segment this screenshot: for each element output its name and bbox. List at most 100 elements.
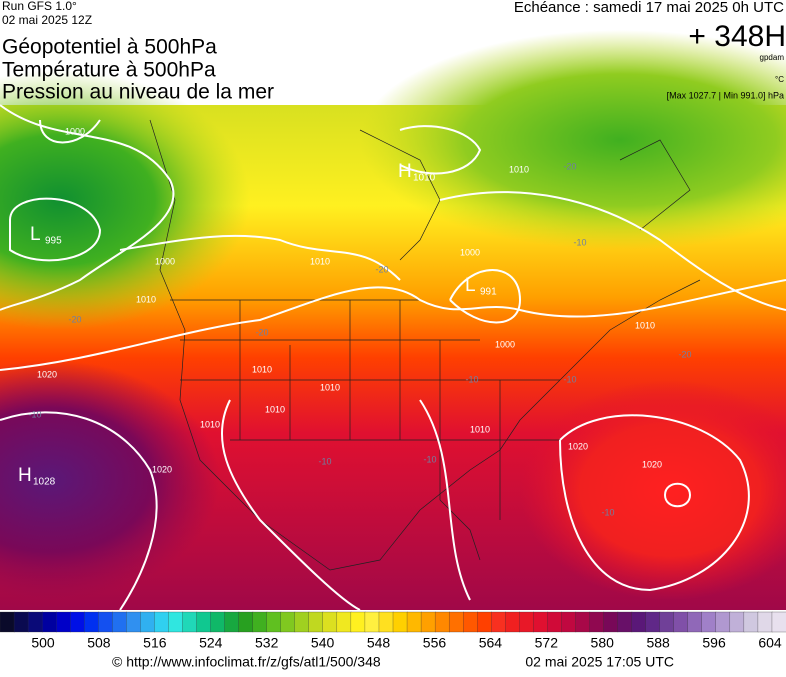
colorbar-tick-label: 500 [31,635,55,651]
colorbar-swatch [463,611,478,633]
colorbar-swatch [336,611,352,633]
colorbar-tick-label: 580 [591,635,615,651]
colorbar-swatch [98,611,113,633]
colorbar-swatch [364,611,380,633]
geo-unit: gpdam [760,53,785,62]
center-letter: H [398,161,412,182]
colorbar-swatch [406,611,422,633]
title-line: Pression au niveau de la mer [2,81,274,104]
colorbar-swatch [743,611,759,633]
isobar-label: 1010 [320,382,340,392]
colorbar-swatch [182,611,198,633]
colorbar-tick-label: 508 [87,635,111,651]
temp-label: -10 [573,237,586,247]
map [0,30,786,611]
isobar-label: 1010 [470,424,490,434]
colorbar-swatch [687,611,703,633]
colorbar-swatch [575,611,591,633]
colorbar-swatch [434,611,450,633]
temp-label: -20 [255,327,268,337]
colorbar-swatch [491,611,506,633]
colorbar-swatch [266,611,282,633]
isobar-label: 1020 [568,441,588,451]
colorbar-swatch [252,611,268,633]
valid-time: Echéance : samedi 17 mai 2025 0h UTC [514,0,784,16]
isobar-label: 1010 [136,294,156,304]
colorbar-swatch [519,611,535,633]
temp-label: -20 [68,314,81,324]
colorbar-tick-label: 516 [143,635,167,651]
isobar-label: 1020 [642,459,662,469]
colorbar-swatch [448,611,464,633]
center-value: 1028 [33,477,56,488]
isobar-label: 1020 [152,464,172,474]
colorbar-swatch [603,611,619,633]
generated-time: 02 mai 2025 17:05 UTC [525,654,674,670]
run-date: 02 mai 2025 12Z [2,13,92,27]
colorbar-swatch [715,611,731,633]
colorbar-swatch [168,611,184,633]
colorbar-swatch [645,611,661,633]
center-letter: L [465,275,476,296]
colorbar-swatch [154,611,170,633]
colorbar-tick-label: 588 [646,635,670,651]
colorbar-swatch [322,611,338,633]
colorbar-tick-label: 548 [367,635,391,651]
isobar-label: 1020 [37,369,57,379]
colorbar-swatch [27,611,43,633]
colorbar-swatch [70,611,85,633]
colorbar-swatch [589,611,605,633]
source-url: © http://www.infoclimat.fr/z/gfs/atl1/50… [112,654,381,670]
isobar-label: 1010 [200,419,220,429]
colorbar-swatch [757,611,773,633]
temp-label: -20 [678,349,691,359]
colorbar-swatch [477,611,492,633]
colorbar-swatch [659,611,675,633]
colorbar-swatch [280,611,296,633]
center-letter: H [18,465,32,486]
temp-label: -20 [375,264,388,274]
colorbar-swatch [140,611,156,633]
isobar-label: 1010 [252,364,272,374]
temp-label: -20 [563,161,576,171]
colorbar-tick-label: 540 [311,635,335,651]
colorbar-swatch [420,611,436,633]
colorbar-swatch [378,611,394,633]
colorbar-swatch [224,611,240,633]
isobar-label: 1010 [509,164,529,174]
temp-label: -10 [28,409,41,419]
colorbar-swatch [84,611,99,633]
temp-label: -10 [563,374,576,384]
colorbar-swatch [673,611,689,633]
center-value: 995 [45,236,62,247]
colorbar-tick-label: 532 [255,635,279,651]
lead-time: + 348H [688,20,786,53]
isobar-label: 1000 [155,256,175,266]
colorbar-tick-label: 524 [199,635,223,651]
isobar-label: 1000 [460,247,480,257]
colorbar-swatch [505,611,520,633]
colorbar-swatch [771,611,786,633]
pressure-range: [Max 1027.7 | Min 991.0] hPa [667,90,784,100]
colorbar-swatch [701,611,717,633]
isobar-label: 1000 [65,126,85,136]
colorbar-swatch [561,611,577,633]
colorbar-swatch [126,611,142,633]
colorbar-swatch [617,611,633,633]
temp-label: -10 [423,454,436,464]
run-label: Run GFS 1.0° [2,0,77,13]
colorbar-swatch [547,611,563,633]
colorbar-swatch [350,611,366,633]
isobar-label: 1010 [265,404,285,414]
center-value: 1010 [413,173,436,184]
colorbar-swatch [13,611,29,633]
colorbar-swatch [308,611,324,633]
title-line: Température à 500hPa [2,59,216,82]
colorbar-tick-label: 564 [479,635,503,651]
colorbar-swatch [533,611,549,633]
colorbar-tick-label: 572 [535,635,559,651]
temp-unit: °C [775,75,784,84]
temp-label: -10 [465,374,478,384]
center-letter: L [30,224,41,245]
